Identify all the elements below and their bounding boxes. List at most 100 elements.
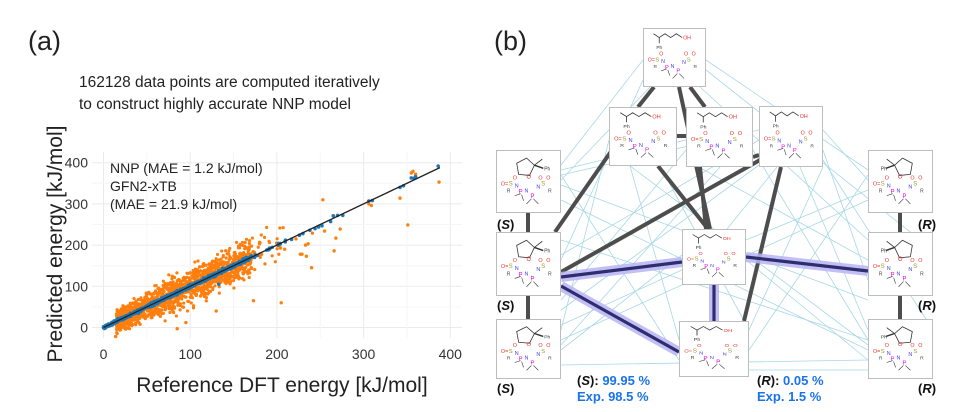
gfn2-xtb-point: [191, 268, 195, 273]
gfn2-xtb-point: [240, 240, 245, 245]
gfn2-xtb-point: [283, 247, 287, 251]
gfn2-xtb-point: [113, 334, 118, 339]
gfn2-xtb-point: [247, 239, 252, 243]
gfn2-xtb-point: [207, 291, 211, 295]
svg-text:O: O: [546, 258, 551, 264]
result-s-value: 99.95 %: [602, 373, 651, 388]
gfn2-xtb-point: [246, 272, 250, 276]
svg-text:S: S: [913, 182, 917, 188]
thin-edge: [629, 165, 680, 341]
gfn2-xtb-point: [146, 313, 151, 317]
gfn2-xtb-point: [161, 279, 165, 283]
gfn2-xtb-point: [175, 279, 179, 283]
gfn2-xtb-point: [115, 326, 119, 331]
svg-text:O: O: [546, 175, 551, 181]
gfn2-xtb-point: [164, 307, 168, 311]
gfn2-xtb-point: [213, 259, 218, 263]
gfn2-xtb-point: [198, 286, 202, 290]
thin-edge: [822, 149, 869, 281]
gfn2-xtb-point: [154, 283, 158, 288]
gfn2-xtb-point: [155, 291, 159, 295]
svg-text:O: O: [627, 131, 631, 137]
svg-text:R: R: [548, 189, 552, 195]
gfn2-xtb-point: [162, 305, 166, 309]
svg-text:S: S: [913, 349, 917, 355]
gfn2-xtb-point: [223, 275, 227, 279]
gfn2-xtb-point: [231, 279, 236, 283]
svg-text:N: N: [908, 185, 912, 191]
svg-text:O: O: [918, 258, 923, 264]
svg-text:N: N: [525, 356, 529, 362]
svg-text:O: O: [918, 175, 923, 181]
gfn2-xtb-point: [125, 309, 129, 314]
svg-text:O: O: [538, 175, 543, 181]
gfn2-xtb-point: [248, 262, 252, 266]
molecule-node-r1: O Ph O= S O N R P N P N S O O R: [868, 150, 933, 213]
thin-edge: [799, 166, 869, 331]
stereo-letter: R: [922, 298, 932, 313]
svg-text:O=: O=: [501, 349, 508, 355]
gfn2-xtb-point: [178, 302, 183, 306]
gfn2-xtb-point: [189, 301, 193, 305]
gfn2-xtb-point: [188, 271, 192, 275]
gfn2-xtb-point: [167, 273, 171, 277]
svg-text:O=: O=: [691, 137, 699, 143]
svg-text:O: O: [898, 257, 903, 263]
gfn2-xtb-point: [205, 285, 209, 289]
stereo-letter: R: [922, 217, 932, 232]
gfn2-xtb-point: [277, 252, 281, 256]
gfn2-xtb-point: [256, 245, 260, 249]
svg-text:R: R: [654, 64, 658, 70]
svg-text:Ph: Ph: [773, 124, 779, 130]
svg-text:N: N: [728, 140, 732, 146]
gfn2-xtb-point: [122, 326, 126, 330]
gfn2-xtb-point: [149, 316, 153, 320]
svg-text:O=: O=: [648, 57, 655, 63]
stereo-label-s3: (S): [497, 381, 515, 396]
gfn2-xtb-point: [143, 312, 147, 317]
svg-text:Ph: Ph: [544, 166, 550, 172]
svg-text:S: S: [881, 264, 885, 270]
gfn2-xtb-point: [263, 262, 267, 266]
gfn2-xtb-point: [156, 286, 161, 290]
svg-text:P: P: [519, 357, 523, 363]
svg-text:O: O: [730, 131, 734, 137]
gfn2-xtb-point: [171, 309, 175, 313]
svg-text:O: O: [898, 174, 903, 180]
panel-a-label: (a): [28, 26, 61, 56]
gfn2-xtb-point: [231, 259, 236, 263]
gfn2-xtb-point: [235, 268, 240, 272]
svg-text:N: N: [682, 60, 686, 66]
gfn2-xtb-point: [241, 266, 245, 270]
svg-text:O: O: [662, 131, 666, 137]
gfn2-xtb-point: [114, 312, 119, 316]
gfn2-xtb-point: [249, 266, 253, 270]
gfn2-xtb-point: [172, 286, 177, 290]
stereo-label-s2: (S): [497, 298, 515, 313]
svg-text:OH: OH: [724, 328, 733, 333]
svg-text:O: O: [885, 343, 889, 349]
gfn2-xtb-point: [240, 252, 244, 256]
molecule-node-s2: O Ph O= S O N R P N P N S O O R: [496, 232, 561, 296]
gfn2-xtb-point: [247, 241, 251, 246]
stereo-label-s1: (S): [497, 217, 515, 232]
gfn2-xtb-point: [270, 254, 274, 258]
svg-text:O: O: [513, 175, 518, 181]
stereo-letter: S: [501, 381, 511, 396]
svg-text:Ph: Ph: [881, 334, 887, 340]
gfn2-xtb-point: [171, 280, 175, 284]
thick-edge: [742, 166, 783, 322]
svg-text:N: N: [536, 267, 540, 273]
svg-text:R: R: [507, 356, 511, 362]
svg-text:N: N: [787, 143, 791, 149]
result-r-key: (R):: [757, 373, 780, 388]
svg-text:R: R: [740, 144, 744, 150]
gfn2-xtb-point: [225, 280, 229, 284]
svg-text:Ph: Ph: [700, 124, 706, 130]
svg-text:Ph: Ph: [696, 245, 702, 250]
svg-text:R: R: [548, 271, 552, 277]
gfn2-xtb-point: [132, 296, 136, 301]
gfn2-xtb-point: [278, 246, 283, 250]
gfn2-xtb-point: [118, 326, 122, 331]
